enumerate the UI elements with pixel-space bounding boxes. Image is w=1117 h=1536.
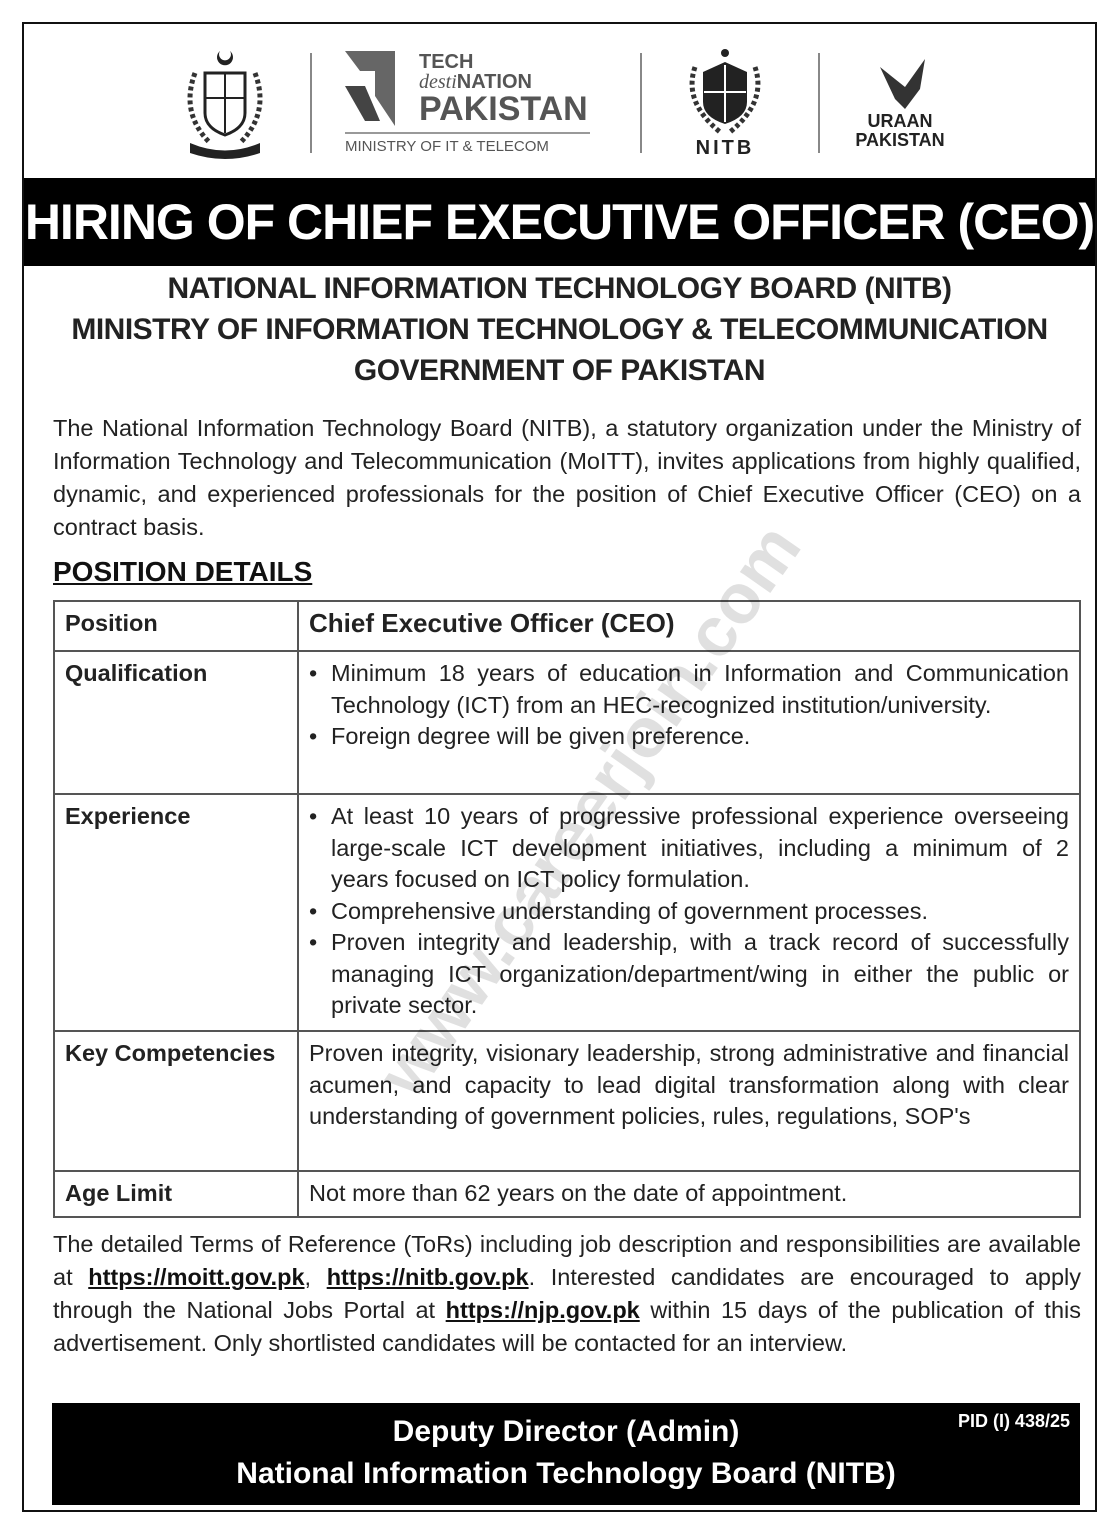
pid-number: PID (I) 438/25 bbox=[957, 1411, 1070, 1431]
emblem-icon bbox=[187, 51, 263, 159]
ministry-logo-text: MINISTRY OF IT & TELECOM bbox=[345, 132, 590, 155]
state-emblem-logo bbox=[170, 38, 280, 168]
row-label: Key Competencies bbox=[53, 1030, 299, 1172]
org-line-1: NATIONAL INFORMATION TECHNOLOGY BOARD (N… bbox=[167, 272, 952, 305]
row-label: Qualification bbox=[53, 650, 299, 795]
position-details-table: Position Chief Executive Officer (CEO) Q… bbox=[53, 600, 1081, 1218]
list-item: Proven integrity and leadership, with a … bbox=[309, 927, 1069, 1022]
eagle-icon bbox=[880, 58, 925, 109]
tech-logo-mark-icon bbox=[345, 51, 395, 126]
position-value: Chief Executive Officer (CEO) bbox=[297, 600, 1081, 652]
table-row: Experience At least 10 years of progress… bbox=[53, 793, 1081, 1032]
moitt-link[interactable]: https://moitt.gov.pk bbox=[88, 1264, 305, 1290]
nation-text: NATION bbox=[456, 70, 532, 93]
pakistan-text: PAKISTAN bbox=[419, 89, 588, 128]
list-item: Minimum 18 years of education in Informa… bbox=[309, 658, 1069, 721]
table-row: Position Chief Executive Officer (CEO) bbox=[53, 600, 1081, 652]
org-line-3: GOVERNMENT OF PAKISTAN bbox=[353, 354, 766, 387]
section-heading: POSITION DETAILS bbox=[53, 556, 313, 587]
closing-text: The detailed Terms of Reference (ToRs) i… bbox=[53, 1231, 1081, 1290]
closing-paragraph: The detailed Terms of Reference (ToRs) i… bbox=[53, 1228, 1081, 1360]
nitb-link[interactable]: https://nitb.gov.pk bbox=[326, 1264, 529, 1290]
tech-text: TECH bbox=[419, 50, 474, 73]
uraan-pakistan-logo: URAAN PAKISTAN bbox=[840, 38, 960, 168]
table-row: Qualification Minimum 18 years of educat… bbox=[53, 650, 1081, 795]
tech-destination-pakistan-logo: TECH destiNATION PAKISTAN MINISTRY OF IT… bbox=[345, 38, 600, 168]
table-row: Age Limit Not more than 62 years on the … bbox=[53, 1170, 1081, 1218]
row-label: Position bbox=[53, 600, 299, 652]
org-line-2: MINISTRY OF INFORMATION TECHNOLOGY & TEL… bbox=[71, 313, 1048, 346]
intro-paragraph: The National Information Technology Boar… bbox=[53, 415, 1081, 540]
list-item: Foreign degree will be given preference. bbox=[309, 721, 1069, 753]
list-item: At least 10 years of progressive profess… bbox=[309, 801, 1069, 896]
nitb-logo: NITB bbox=[675, 38, 775, 168]
uraan-pakistan-text: PAKISTAN bbox=[855, 129, 945, 150]
ad-border bbox=[22, 22, 1097, 1512]
age-limit-value: Not more than 62 years on the date of ap… bbox=[297, 1170, 1081, 1218]
nitb-crest-icon bbox=[689, 48, 761, 134]
page-title: HIRING OF CHIEF EXECUTIVE OFFICER (CEO) bbox=[24, 178, 1095, 266]
footer-bar: PID (I) 438/25 Deputy Director (Admin) N… bbox=[52, 1403, 1080, 1505]
row-label: Experience bbox=[53, 793, 299, 1032]
njp-link[interactable]: https://njp.gov.pk bbox=[445, 1297, 640, 1323]
list-item: Comprehensive understanding of governmen… bbox=[309, 896, 1069, 928]
footer-line-1: Deputy Director (Admin) bbox=[392, 1415, 740, 1448]
uraan-text: URAAN bbox=[867, 110, 933, 131]
nitb-logo-text: NITB bbox=[695, 136, 755, 159]
competencies-value: Proven integrity, visionary leadership, … bbox=[297, 1030, 1081, 1172]
desti-text: desti bbox=[419, 70, 457, 93]
logo-strip: TECH destiNATION PAKISTAN MINISTRY OF IT… bbox=[160, 38, 980, 168]
row-label: Age Limit bbox=[53, 1170, 299, 1218]
table-row: Key Competencies Proven integrity, visio… bbox=[53, 1030, 1081, 1172]
footer-line-2: National Information Technology Board (N… bbox=[236, 1457, 896, 1490]
closing-text: . Interested candidates are encouraged t… bbox=[53, 1264, 1081, 1323]
closing-text: within 15 days of the publication of thi… bbox=[53, 1297, 1081, 1356]
closing-text: , bbox=[304, 1264, 327, 1290]
